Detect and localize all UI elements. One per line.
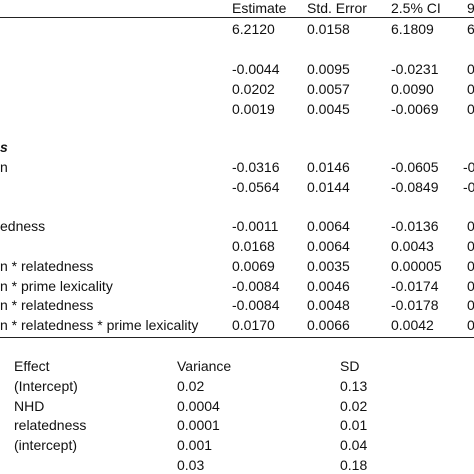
header-ci-high: 9 xyxy=(467,0,474,16)
effect-cell: NHD xyxy=(14,398,45,414)
std-error-cell: 0.0064 xyxy=(307,238,350,254)
std-error-cell: 0.0144 xyxy=(307,179,350,195)
header-effect: Effect xyxy=(14,358,50,374)
std-error-cell: 0.0045 xyxy=(307,101,350,117)
std-error-cell: 0.0064 xyxy=(307,218,350,234)
sd-cell: 0.04 xyxy=(340,437,368,453)
header-ci-low: 2.5% CI xyxy=(391,0,441,16)
ci-high-cell: -0 xyxy=(463,179,474,195)
estimate-cell: -0.0316 xyxy=(232,159,280,175)
ci-high-cell: 0 xyxy=(467,258,474,274)
term-cell: n * relatedness xyxy=(0,297,94,313)
variance-cell: 0.001 xyxy=(177,437,213,453)
header-variance: Variance xyxy=(177,358,232,374)
ci-low-cell: -0.0178 xyxy=(391,297,439,313)
ci-low-cell: -0.0849 xyxy=(391,179,439,195)
std-error-cell: 0.0035 xyxy=(307,258,350,274)
estimate-cell: 0.0069 xyxy=(232,258,275,274)
ci-low-cell: -0.0231 xyxy=(391,61,439,77)
section-label: s xyxy=(0,139,8,155)
variance-cell: 0.0004 xyxy=(177,398,220,414)
header-sd: SD xyxy=(340,358,360,374)
sd-cell: 0.02 xyxy=(340,398,368,414)
estimate-cell: 0.0170 xyxy=(232,317,275,333)
ci-low-cell: -0.0069 xyxy=(391,101,439,117)
ci-low-cell: -0.0136 xyxy=(391,218,439,234)
ci-low-cell: 0.0090 xyxy=(391,81,434,97)
ci-high-cell: 0 xyxy=(467,61,474,77)
header-estimate: Estimate xyxy=(232,0,287,16)
term-cell: n * relatedness xyxy=(0,258,94,274)
ci-low-cell: 0.0043 xyxy=(391,238,434,254)
sd-cell: 0.18 xyxy=(340,457,368,473)
ci-high-cell: 0 xyxy=(467,218,474,234)
term-cell: n xyxy=(0,159,8,175)
bottom-rule xyxy=(0,337,474,338)
estimate-cell: -0.0084 xyxy=(232,297,280,313)
effect-cell: (intercept) xyxy=(14,437,78,453)
top-rule xyxy=(0,17,474,18)
ci-high-cell: 0 xyxy=(467,297,474,313)
std-error-cell: 0.0057 xyxy=(307,81,350,97)
variance-cell: 0.0001 xyxy=(177,417,220,433)
ci-high-cell: 0 xyxy=(467,238,474,254)
ci-high-cell: -0 xyxy=(463,159,474,175)
std-error-cell: 0.0066 xyxy=(307,317,350,333)
estimate-cell: -0.0011 xyxy=(232,218,279,234)
variance-cell: 0.03 xyxy=(177,457,205,473)
std-error-cell: 0.0158 xyxy=(307,21,350,37)
estimate-cell: 6.2120 xyxy=(232,21,275,37)
term-cell: edness xyxy=(0,218,46,234)
std-error-cell: 0.0146 xyxy=(307,159,350,175)
ci-low-cell: 0.00005 xyxy=(391,258,442,274)
sd-cell: 0.13 xyxy=(340,378,368,394)
ci-low-cell: 6.1809 xyxy=(391,21,434,37)
sd-cell: 0.01 xyxy=(340,417,368,433)
variance-cell: 0.02 xyxy=(177,378,205,394)
estimate-cell: 0.0019 xyxy=(232,101,275,117)
ci-low-cell: -0.0174 xyxy=(391,278,439,294)
ci-high-cell: 0 xyxy=(467,81,474,97)
std-error-cell: 0.0095 xyxy=(307,61,350,77)
estimate-cell: 0.0168 xyxy=(232,238,275,254)
ci-high-cell: 0 xyxy=(467,317,474,333)
term-cell: n * relatedness * prime lexicality xyxy=(0,317,199,333)
estimate-cell: -0.0044 xyxy=(232,61,280,77)
effect-cell: (Intercept) xyxy=(14,378,78,394)
header-std-error: Std. Error xyxy=(307,0,367,16)
ci-high-cell: 0 xyxy=(467,101,474,117)
estimate-cell: -0.0084 xyxy=(232,278,280,294)
ci-high-cell: 0 xyxy=(467,278,474,294)
estimate-cell: 0.0202 xyxy=(232,81,275,97)
term-cell: n * prime lexicality xyxy=(0,278,113,294)
ci-high-cell: 6 xyxy=(467,21,474,37)
std-error-cell: 0.0048 xyxy=(307,297,350,313)
ci-low-cell: 0.0042 xyxy=(391,317,434,333)
effect-cell: relatedness xyxy=(14,417,87,433)
estimate-cell: -0.0564 xyxy=(232,179,280,195)
std-error-cell: 0.0046 xyxy=(307,278,350,294)
ci-low-cell: -0.0605 xyxy=(391,159,439,175)
